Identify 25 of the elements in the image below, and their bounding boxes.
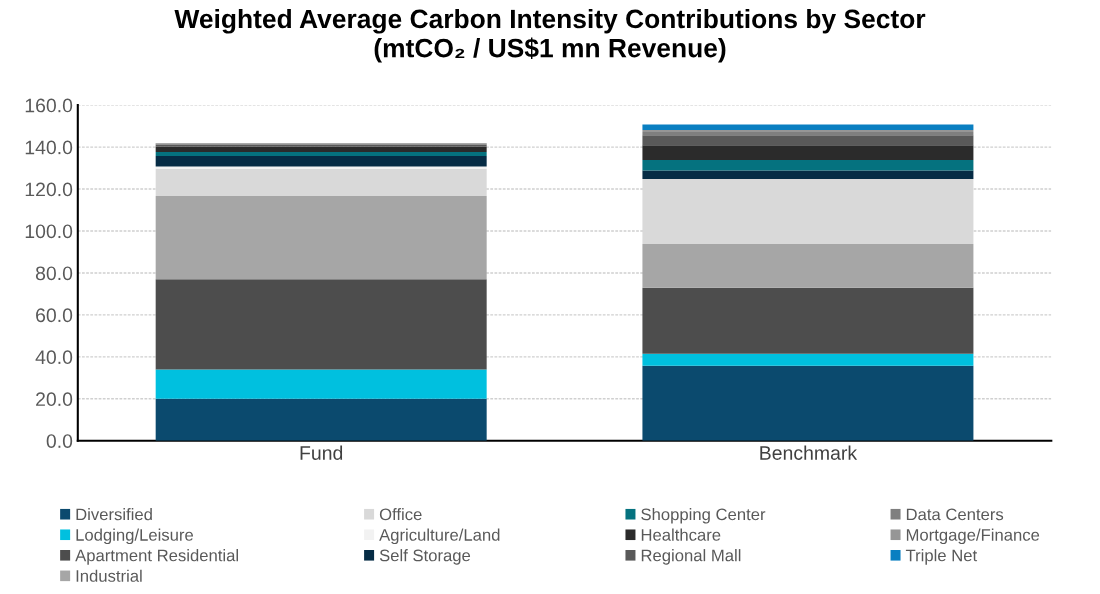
legend-label: Data Centers <box>906 508 1004 521</box>
y-tick-label: 80.0 <box>35 266 73 281</box>
legend-label: Diversified <box>76 508 152 521</box>
y-tick-label: 100.0 <box>25 224 73 239</box>
legend-label: Triple Net <box>905 549 978 565</box>
legend-label: Self Storage <box>379 549 471 565</box>
y-tick-label: 120.0 <box>25 182 73 197</box>
y-tick-label: 20.0 <box>36 392 73 407</box>
legend-label: Apartment Residential <box>75 549 238 565</box>
legend-label: Healthcare <box>641 528 721 541</box>
legend-label: Agriculture/Land <box>379 528 500 545</box>
y-tick-label: 60.0 <box>36 308 73 323</box>
legend-label: Office <box>379 508 422 521</box>
chart-title: Weighted Average Carbon Intensity Contributions by Sector (mtCO₂ / US$1 mn Revenue) <box>174 8 926 63</box>
legend-label: Shopping Center <box>641 508 766 524</box>
x-tick-label: Fund <box>300 445 343 460</box>
legend-label: Lodging/Leisure <box>76 528 194 545</box>
y-tick-label: 160.0 <box>25 98 73 113</box>
y-tick-label: 140.0 <box>25 140 73 155</box>
legend-label: Mortgage/Finance <box>906 528 1040 545</box>
legend-label: Industrial <box>76 569 142 582</box>
x-tick-label: Benchmark <box>760 445 858 460</box>
y-tick-label: 0.0 <box>46 434 73 448</box>
legend-label: Regional Mall <box>641 549 741 565</box>
y-tick-label: 40.0 <box>35 350 73 365</box>
